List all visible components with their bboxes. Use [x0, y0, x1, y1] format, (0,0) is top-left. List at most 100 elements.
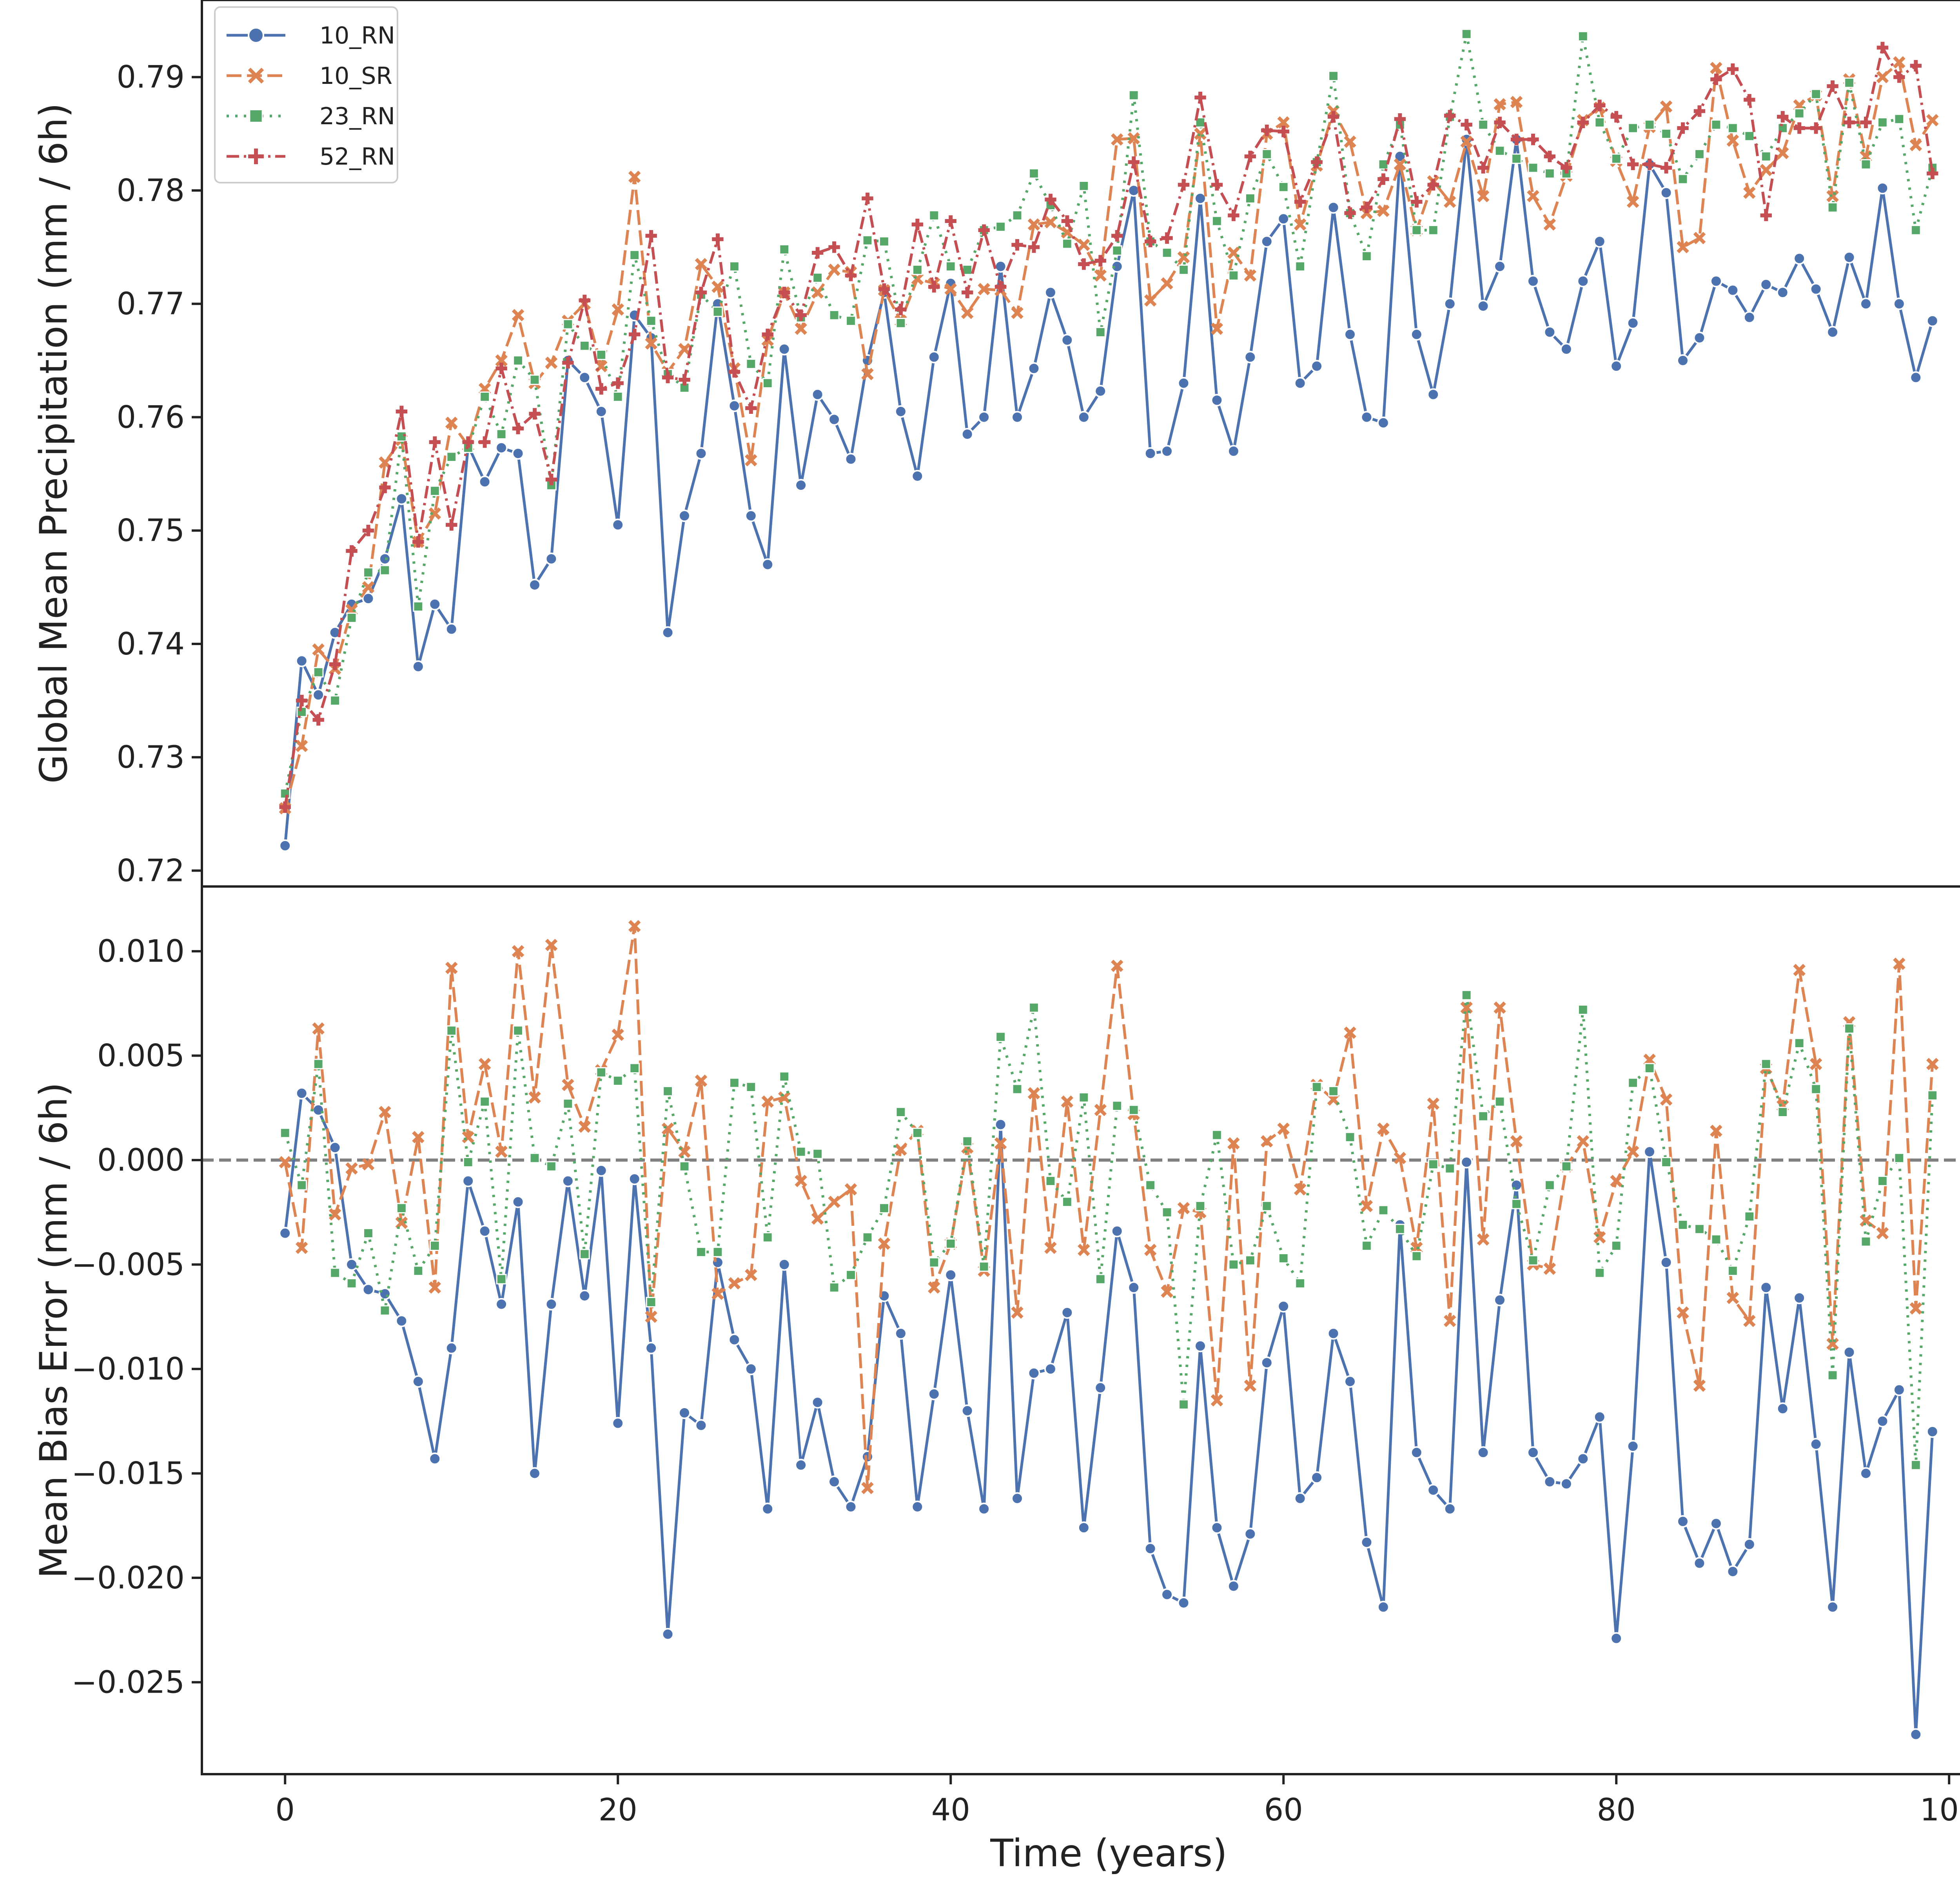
x-tick-label: 20: [599, 1793, 637, 1828]
data-point: [1927, 1090, 1938, 1101]
data-point: [1710, 73, 1722, 85]
data-point: [1228, 270, 1239, 281]
data-point: [629, 250, 640, 261]
data-point: [1260, 235, 1273, 248]
data-point: [929, 1257, 940, 1268]
data-point: [1693, 105, 1706, 117]
data-point: [928, 281, 940, 293]
data-point: [295, 740, 308, 752]
series-line: [283, 1092, 1934, 1736]
y-tick-label: 0.76: [116, 400, 185, 435]
data-point: [312, 1104, 325, 1117]
data-point: [1876, 71, 1889, 83]
data-point: [1361, 251, 1372, 262]
data-point: [330, 1267, 340, 1278]
data-point: [1711, 119, 1722, 130]
data-point: [1328, 1086, 1339, 1097]
data-point: [1078, 1092, 1089, 1103]
data-point: [1726, 134, 1739, 147]
data-point: [1227, 1137, 1240, 1150]
data-point: [944, 1269, 957, 1282]
data-point: [1494, 145, 1505, 156]
data-point: [745, 1269, 757, 1282]
data-point: [1860, 159, 1871, 170]
data-point: [961, 306, 974, 319]
data-point: [1194, 92, 1206, 103]
data-point: [1926, 1425, 1939, 1438]
data-point: [695, 1419, 708, 1432]
data-point: [978, 411, 991, 424]
data-point: [695, 1074, 708, 1087]
data-point: [712, 1247, 723, 1258]
data-point: [1628, 1077, 1639, 1088]
data-point: [1859, 297, 1872, 310]
data-point: [1044, 1363, 1057, 1376]
data-point: [828, 1475, 841, 1488]
data-point: [1661, 1157, 1671, 1167]
data-point: [1111, 230, 1123, 242]
data-point: [1477, 299, 1490, 312]
data-point: [695, 447, 708, 460]
data-point: [1809, 283, 1822, 295]
data-point: [1294, 218, 1307, 231]
data-point: [1062, 238, 1073, 249]
data-point: [1378, 159, 1389, 170]
data-point: [1743, 186, 1756, 199]
data-point: [562, 1079, 574, 1091]
data-point: [1677, 1515, 1690, 1528]
data-point: [545, 473, 557, 486]
data-point: [1544, 150, 1556, 162]
data-point: [1660, 162, 1672, 174]
data-point: [279, 839, 292, 852]
data-point: [362, 1283, 375, 1296]
data-point: [995, 1031, 1006, 1042]
data-point: [994, 260, 1007, 273]
data-point: [1561, 1161, 1572, 1172]
data-point: [596, 349, 607, 360]
bias-plot-area: [202, 920, 1960, 1741]
data-point: [1112, 1100, 1123, 1111]
data-point: [1577, 1004, 1588, 1015]
data-point: [1876, 1415, 1889, 1428]
data-point: [1044, 286, 1057, 299]
data-point: [995, 221, 1006, 232]
data-point: [961, 1404, 974, 1417]
data-point: [1012, 1084, 1023, 1095]
data-point: [1061, 1095, 1074, 1108]
data-point: [1626, 196, 1639, 208]
data-point: [1294, 377, 1307, 390]
data-point: [1144, 447, 1157, 460]
data-point: [612, 518, 624, 531]
data-point: [1378, 1205, 1389, 1216]
data-point: [1294, 1183, 1307, 1196]
data-point: [629, 1063, 640, 1074]
data-point: [645, 1311, 657, 1323]
data-point: [994, 1137, 1007, 1150]
data-point: [528, 1467, 541, 1480]
data-point: [711, 281, 724, 293]
data-point: [395, 492, 408, 505]
data-point: [495, 1146, 508, 1158]
data-point: [1128, 1104, 1139, 1115]
data-point: [462, 436, 474, 448]
data-point: [1210, 1394, 1223, 1407]
data-point: [1094, 255, 1106, 266]
legend-item-23-rn: 23_RN: [227, 103, 395, 130]
data-point: [428, 1452, 441, 1465]
data-point: [1178, 179, 1190, 191]
data-point: [1760, 209, 1772, 221]
data-point: [1443, 1314, 1456, 1327]
data-point: [695, 286, 707, 298]
data-point: [1061, 215, 1073, 227]
data-point: [1826, 326, 1839, 339]
data-point: [529, 408, 541, 420]
legend-item-10-rn: 10_RN: [227, 22, 395, 49]
data-point: [429, 436, 441, 448]
data-point: [329, 658, 341, 670]
data-point: [1461, 990, 1472, 1001]
data-point: [1744, 94, 1755, 106]
data-point: [478, 1058, 491, 1070]
data-point: [362, 592, 375, 605]
data-point: [795, 1175, 807, 1187]
data-point: [711, 1287, 724, 1300]
